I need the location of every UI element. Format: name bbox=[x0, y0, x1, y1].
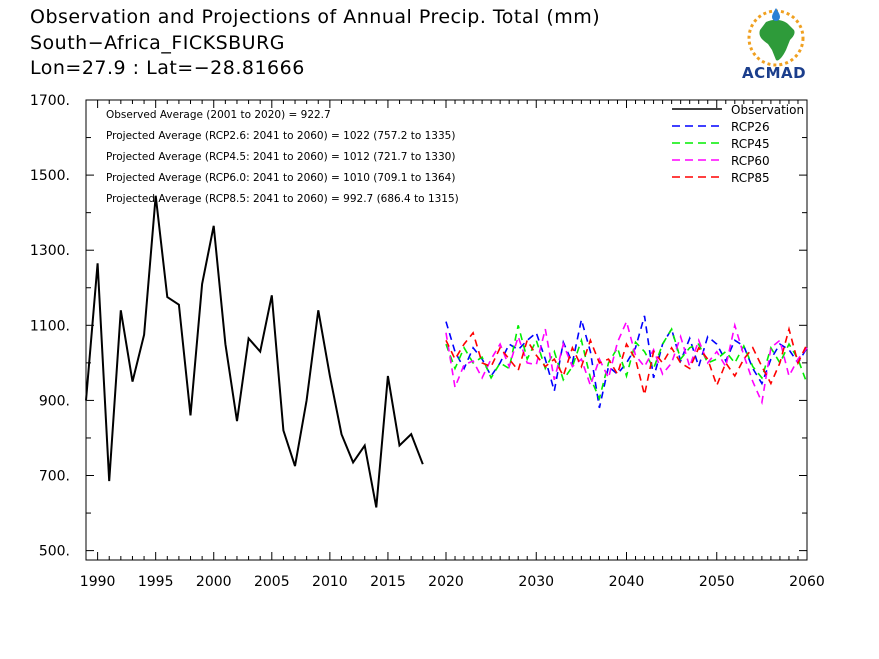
plot-frame bbox=[85, 99, 808, 561]
y-tick-label: 1100. bbox=[30, 318, 70, 334]
stats-annotation: Projected Average (RCP6.0: 2041 to 2060)… bbox=[106, 172, 455, 184]
station-name: South−Africa_FICKSBURG bbox=[30, 32, 286, 54]
series-line-rcp60 bbox=[445, 319, 808, 406]
y-tick-label: 1700. bbox=[30, 93, 70, 109]
y-tick-label: 900. bbox=[39, 393, 70, 409]
stats-annotation: Projected Average (RCP2.6: 2041 to 2060)… bbox=[106, 130, 455, 142]
y-tick-label: 700. bbox=[39, 469, 70, 485]
x-tick-label: 2005 bbox=[254, 574, 290, 590]
x-tick-label: 1990 bbox=[80, 574, 116, 590]
series-line-rcp26 bbox=[445, 315, 808, 409]
x-tick-label: 2015 bbox=[370, 574, 406, 590]
x-tick-label: 2040 bbox=[609, 574, 645, 590]
legend-label: RCP60 bbox=[731, 154, 770, 168]
x-tick-label: 2010 bbox=[312, 574, 348, 590]
series-line-observation bbox=[85, 195, 424, 508]
logo-text: ACMAD bbox=[742, 64, 807, 82]
stats-annotation: Projected Average (RCP8.5: 2041 to 2060)… bbox=[106, 193, 459, 205]
x-tick-label: 2030 bbox=[518, 574, 554, 590]
stats-annotation: Observed Average (2001 to 2020) = 922.7 bbox=[106, 109, 331, 121]
series-line-rcp45 bbox=[445, 325, 808, 401]
africa-map-logo-icon bbox=[747, 8, 805, 67]
y-tick-label: 500. bbox=[39, 544, 70, 560]
stats-annotation: Projected Average (RCP4.5: 2041 to 2060)… bbox=[106, 151, 455, 163]
x-tick-label: 2000 bbox=[196, 574, 232, 590]
legend-label: RCP85 bbox=[731, 171, 770, 185]
series-line-rcp85 bbox=[445, 326, 808, 395]
x-tick-label: 2020 bbox=[428, 574, 464, 590]
x-tick-label: 1995 bbox=[138, 574, 174, 590]
y-tick-label: 1300. bbox=[30, 243, 70, 259]
legend-label: RCP45 bbox=[731, 137, 770, 151]
chart-title: Observation and Projections of Annual Pr… bbox=[30, 6, 601, 28]
legend-label: RCP26 bbox=[731, 120, 770, 134]
x-tick-label: 2060 bbox=[789, 574, 825, 590]
y-tick-label: 1500. bbox=[30, 168, 70, 184]
legend-label: Observation bbox=[731, 103, 804, 117]
station-coordinates: Lon=27.9 : Lat=−28.81666 bbox=[30, 57, 305, 79]
x-tick-label: 2050 bbox=[699, 574, 735, 590]
